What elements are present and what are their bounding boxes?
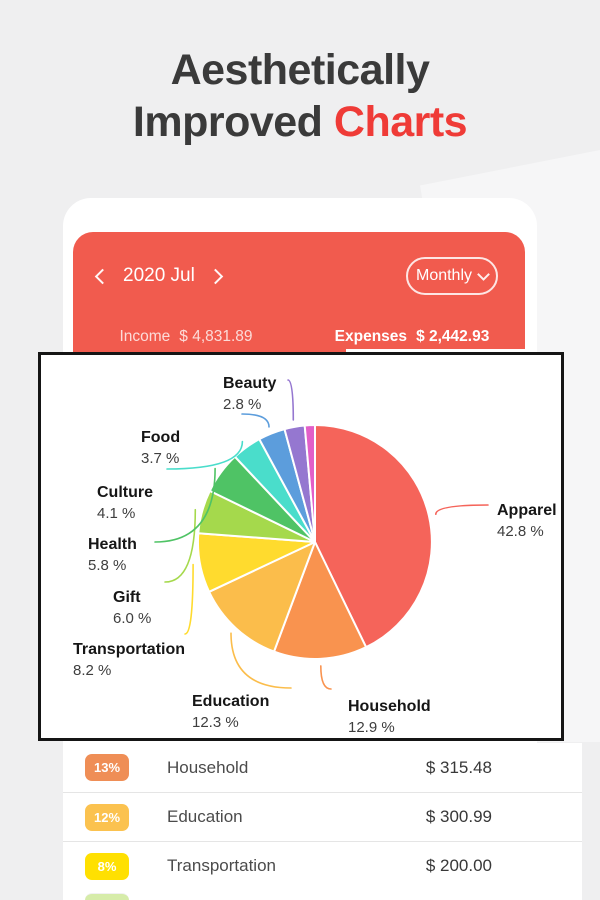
range-selector-button[interactable]: Monthly bbox=[406, 257, 498, 295]
leader-line-culture bbox=[166, 440, 244, 470]
pie-label-percent: 12.3 % bbox=[192, 714, 239, 731]
pie-label-name: Beauty bbox=[223, 375, 277, 392]
pie-label-gift: Gift 6.0 % bbox=[113, 588, 151, 628]
pie-label-health: Health 5.8 % bbox=[88, 535, 137, 575]
title-line2-accent: Charts bbox=[333, 98, 468, 146]
pie-label-transportation: Transportation 8.2 % bbox=[73, 640, 185, 680]
pie-label-percent: 6.0 % bbox=[113, 610, 152, 627]
pie-label-percent: 3.7 % bbox=[141, 450, 180, 467]
amount-value: $ 200.00 bbox=[425, 856, 492, 875]
leader-line-transportation bbox=[184, 563, 194, 635]
pie-label-beauty: Beauty 2.8 % bbox=[223, 374, 276, 414]
chevron-down-icon bbox=[477, 267, 490, 281]
pie-label-percent: 42.8 % bbox=[497, 523, 544, 540]
expense-row-transportation[interactable]: 8% Transportation $ 200.00 bbox=[63, 841, 582, 890]
leader-line-apparel bbox=[435, 504, 489, 515]
pie-label-household: Household 12.9 % bbox=[348, 697, 431, 737]
current-period[interactable]: 2020 Jul bbox=[123, 265, 195, 286]
expenses-amount: $ 2,442.93 bbox=[416, 328, 490, 345]
pie-label-percent: 2.8 % bbox=[223, 396, 262, 413]
pie-slice-education[interactable] bbox=[208, 541, 316, 653]
range-selector-label: Monthly bbox=[415, 267, 473, 284]
active-tab-underline bbox=[346, 349, 525, 354]
next-month-icon[interactable] bbox=[207, 268, 224, 284]
pie-label-name: Transportation bbox=[73, 641, 186, 658]
summary-header: 2020 Jul Monthly Income $ 4,831.89 Expen… bbox=[73, 232, 525, 354]
pie-label-name: Food bbox=[141, 429, 181, 446]
leader-line-gift bbox=[164, 508, 197, 583]
tab-income[interactable]: Income $ 4,831.89 bbox=[73, 328, 299, 346]
pie-label-percent: 5.8 % bbox=[88, 557, 127, 574]
percent-badge: 12% bbox=[85, 803, 129, 831]
pie-label-name: Household bbox=[348, 698, 431, 715]
expense-pie-chart bbox=[154, 379, 489, 690]
pie-label-percent: 12.9 % bbox=[348, 719, 395, 736]
leader-line-beauty bbox=[287, 379, 295, 421]
pie-label-education: Education 12.3 % bbox=[192, 692, 269, 732]
pie-label-food: Food 3.7 % bbox=[141, 428, 180, 468]
amount-value: $ 300.99 bbox=[425, 807, 492, 826]
pie-label-name: Education bbox=[192, 693, 270, 710]
page-title: Aesthetically Improved Charts bbox=[0, 44, 600, 148]
pie-label-culture: Culture 4.1 % bbox=[97, 483, 153, 523]
pie-label-apparel: Apparel 42.8 % bbox=[497, 501, 557, 541]
pie-label-name: Gift bbox=[113, 589, 141, 606]
leader-line-food bbox=[241, 413, 270, 428]
category-label: Transportation bbox=[167, 856, 276, 875]
income-label: Income bbox=[119, 328, 171, 345]
period-navigation: 2020 Jul bbox=[73, 254, 224, 298]
category-label: Education bbox=[167, 807, 243, 826]
expense-row-household[interactable]: 13% Household $ 315.48 bbox=[63, 743, 582, 792]
title-line2-dark: Improved bbox=[132, 98, 323, 146]
amount-value: $ 315.48 bbox=[425, 757, 492, 777]
expenses-label: Expenses bbox=[334, 328, 408, 345]
expense-row-education[interactable]: 12% Education $ 300.99 bbox=[63, 792, 582, 841]
percent-badge: 8% bbox=[85, 852, 129, 880]
leader-line-education bbox=[230, 632, 292, 689]
summary-tabs: Income $ 4,831.89 Expenses $ 2,442.93 bbox=[73, 328, 525, 346]
tab-expenses[interactable]: Expenses $ 2,442.93 bbox=[299, 328, 525, 346]
pie-slice-household[interactable] bbox=[273, 541, 368, 660]
income-amount: $ 4,831.89 bbox=[179, 328, 253, 345]
category-label: Household bbox=[167, 757, 249, 777]
pie-label-name: Health bbox=[88, 536, 137, 553]
pie-slice-apparel[interactable] bbox=[314, 424, 433, 649]
pie-label-percent: 8.2 % bbox=[73, 662, 112, 679]
prev-month-icon[interactable] bbox=[94, 268, 111, 284]
pie-label-name: Apparel bbox=[497, 502, 557, 519]
leader-line-health bbox=[154, 467, 216, 543]
expense-list: 13% Household $ 315.48 12% Education $ 300.99… bbox=[63, 743, 582, 900]
pie-label-percent: 4.1 % bbox=[97, 505, 136, 522]
pie-slice-other[interactable] bbox=[303, 424, 316, 543]
leader-line-household bbox=[320, 665, 332, 690]
pie-label-name: Culture bbox=[97, 484, 153, 501]
next-row-badge-sliver bbox=[85, 893, 129, 900]
chart-card: Apparel 42.8 % Household 12.9 % Education 12.… bbox=[38, 352, 564, 741]
percent-badge: 13% bbox=[85, 754, 129, 781]
title-line1: Aesthetically bbox=[170, 46, 430, 94]
